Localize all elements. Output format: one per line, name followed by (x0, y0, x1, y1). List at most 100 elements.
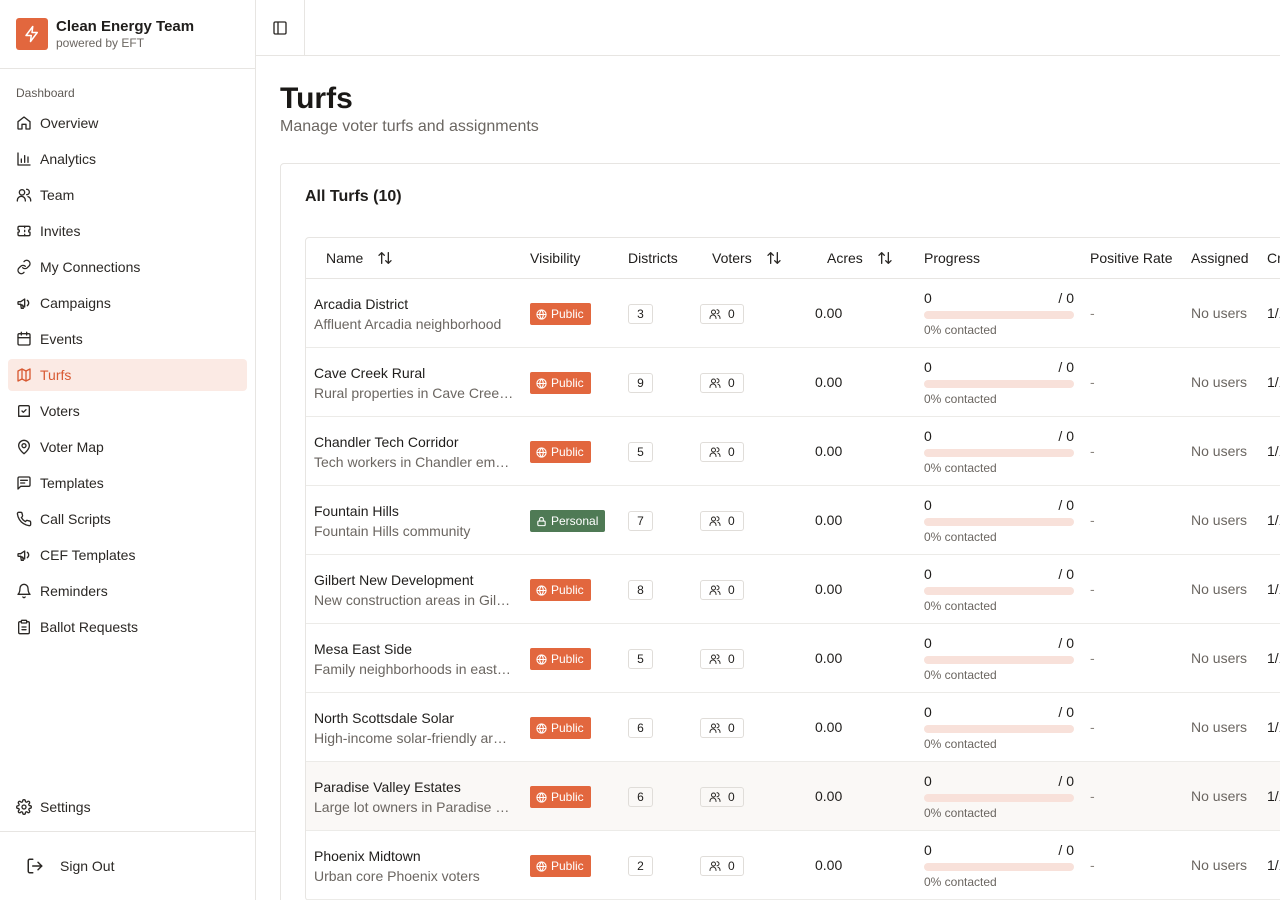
positive-rate-value: - (1090, 581, 1095, 597)
visibility-label: Public (551, 790, 584, 804)
total-count: / 0 (1058, 497, 1074, 513)
visibility-badge: Public (530, 579, 591, 601)
visibility-cell: Public (530, 648, 591, 670)
sidebar-item-overview[interactable]: Overview (8, 107, 247, 139)
progress-cell: 0 / 0 0% contacted (924, 565, 1074, 613)
visibility-label: Public (551, 307, 584, 321)
sidebar-item-events[interactable]: Events (8, 323, 247, 355)
lightning-icon (16, 18, 48, 50)
districts-cell: 9 (628, 373, 653, 393)
acres-value: 0.00 (815, 650, 843, 666)
progress-cell: 0 / 0 0% contacted (924, 703, 1074, 751)
positive-rate-value: - (1090, 857, 1095, 873)
table-row[interactable]: Cave Creek Rural Rural properties in Cave… (306, 348, 1280, 417)
vote-icon (18, 405, 30, 417)
turf-name[interactable]: Phoenix Midtown (314, 848, 421, 864)
megaphone-icon (17, 298, 30, 309)
progress-bar (924, 311, 1074, 319)
sidebar-item-team[interactable]: Team (8, 179, 247, 211)
gear-icon (16, 799, 32, 815)
table-row[interactable]: Mesa East Side Family neighborhoods in ea… (306, 624, 1280, 693)
globe-icon (536, 584, 547, 596)
districts-cell: 7 (628, 511, 653, 531)
positive-rate-value: - (1090, 788, 1095, 804)
column-header-progress: Progress (924, 250, 980, 266)
sidebar-item-label: Call Scripts (40, 511, 111, 527)
sidebar-item-call-scripts[interactable]: Call Scripts (8, 503, 247, 535)
sidebar-item-invites[interactable]: Invites (8, 215, 247, 247)
sidebar-item-turfs[interactable]: Turfs (8, 359, 247, 391)
progress-label: 0% contacted (924, 530, 997, 544)
sidebar-toggle-button[interactable] (256, 0, 305, 56)
sidebar-item-my-connections[interactable]: My Connections (8, 251, 247, 283)
column-header-assigned: Assigned (1191, 250, 1249, 266)
turf-name[interactable]: Arcadia District (314, 296, 409, 312)
voters-count: 0 (728, 859, 735, 873)
contacted-count: 0 (924, 635, 932, 651)
acres-value: 0.00 (815, 581, 843, 597)
assigned-value: No users (1191, 443, 1248, 459)
table-row[interactable]: Paradise Valley Estates Large lot owners … (306, 762, 1280, 831)
team-name: Clean Energy Team (56, 18, 195, 35)
voters-count: 0 (728, 307, 735, 321)
nav-section: Dashboard Overview Analytics Team Invites My… (0, 69, 255, 643)
table-row[interactable]: Gilbert New Development New construction … (306, 555, 1280, 624)
sort-icon[interactable] (377, 250, 393, 266)
table-row[interactable]: Phoenix Midtown Urban core Phoenix voters… (306, 831, 1280, 900)
table-row[interactable]: Arcadia District Affluent Arcadia neighbo… (306, 279, 1280, 348)
sort-icon[interactable] (877, 250, 893, 266)
brand-header[interactable]: Clean Energy Team powered by EFT (0, 0, 255, 69)
column-header-name[interactable]: Name (326, 250, 393, 266)
sidebar-item-campaigns[interactable]: Campaigns (8, 287, 247, 319)
card-title: All Turfs (10) (305, 188, 402, 205)
turf-name[interactable]: Paradise Valley Estates (314, 779, 461, 795)
districts-count: 2 (628, 856, 653, 876)
sidebar-item-voter-map[interactable]: Voter Map (8, 431, 247, 463)
column-header-voters[interactable]: Voters (712, 250, 782, 266)
turf-name[interactable]: Chandler Tech Corridor (314, 434, 459, 450)
sidebar-item-templates[interactable]: Templates (8, 467, 247, 499)
positive-rate-value: - (1090, 650, 1095, 666)
turf-name[interactable]: Mesa East Side (314, 641, 413, 657)
turf-name-cell: Paradise Valley Estates Large lot owners … (314, 778, 514, 816)
sidebar-item-ballot-requests[interactable]: Ballot Requests (8, 611, 247, 643)
page-subtitle: Manage voter turfs and assignments (280, 118, 539, 135)
table-row[interactable]: Chandler Tech Corridor Tech workers in Ch… (306, 417, 1280, 486)
globe-icon (536, 860, 547, 872)
voters-count: 0 (728, 514, 735, 528)
turf-name[interactable]: Cave Creek Rural (314, 365, 426, 381)
turf-name[interactable]: North Scottsdale Solar (314, 710, 455, 726)
sidebar-item-voters[interactable]: Voters (8, 395, 247, 427)
column-voters-label: Voters (712, 250, 752, 266)
sidebar-item-reminders[interactable]: Reminders (8, 575, 247, 607)
column-header-positive-rate: Positive Rate (1090, 250, 1172, 266)
sort-icon[interactable] (766, 250, 782, 266)
clipboard-icon (18, 619, 30, 635)
sign-out-button[interactable]: Sign Out (26, 857, 114, 875)
turf-description: High-income solar-friendly areas (314, 730, 514, 746)
assigned-value: No users (1191, 512, 1248, 528)
table-body: Arcadia District Affluent Arcadia neighbo… (306, 279, 1280, 900)
table-row[interactable]: Fountain Hills Fountain Hills community Pe… (306, 486, 1280, 555)
created-value: 1/1 (1267, 512, 1280, 528)
sidebar-item-cef-templates[interactable]: CEF Templates (8, 539, 247, 571)
contacted-count: 0 (924, 497, 932, 513)
turf-name[interactable]: Gilbert New Development (314, 572, 474, 588)
voters-cell: 0 (700, 856, 744, 877)
bell-icon (17, 583, 31, 599)
column-header-acres[interactable]: Acres (827, 250, 893, 266)
voters-count-badge: 0 (700, 856, 744, 876)
table-row[interactable]: North Scottsdale Solar High-income solar-… (306, 693, 1280, 762)
created-value: 1/1 (1267, 305, 1280, 321)
turf-description: New construction areas in Gilbert (314, 592, 514, 608)
districts-count: 5 (628, 442, 653, 462)
total-count: / 0 (1058, 704, 1074, 720)
sidebar-item-settings[interactable]: Settings (8, 791, 247, 823)
turf-name[interactable]: Fountain Hills (314, 503, 399, 519)
visibility-cell: Public (530, 855, 591, 877)
sidebar-item-analytics[interactable]: Analytics (8, 143, 247, 175)
column-name-label: Name (326, 250, 364, 266)
bar-chart-icon (17, 152, 31, 166)
visibility-label: Public (551, 583, 584, 597)
top-bar (256, 0, 1280, 56)
